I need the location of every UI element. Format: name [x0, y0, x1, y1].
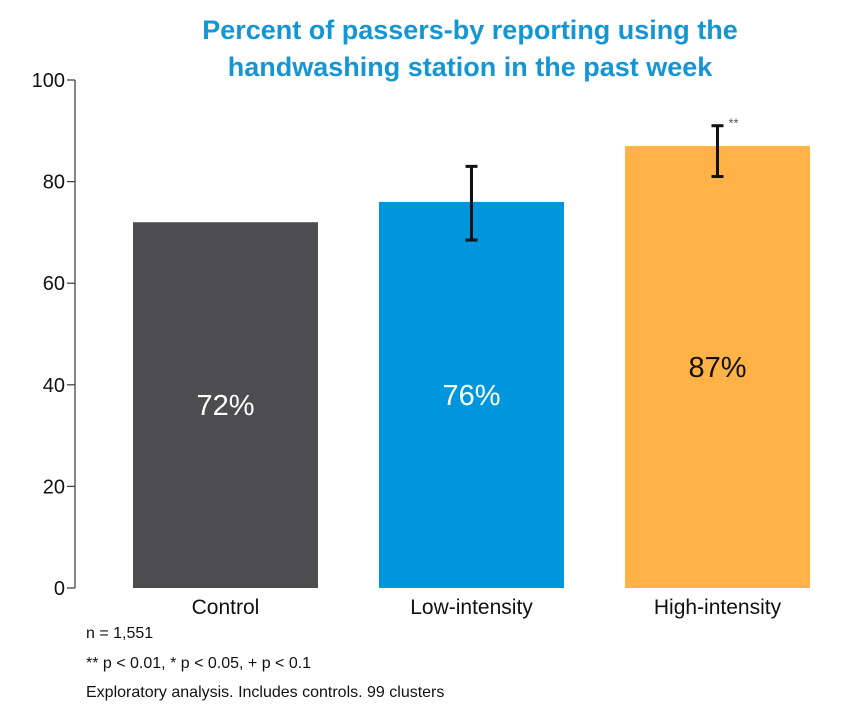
y-tick-label: 20 — [43, 476, 65, 498]
y-tick-label: 60 — [43, 273, 65, 295]
y-tick-label: 100 — [32, 70, 65, 92]
footnote-sample-size: n = 1,551 — [86, 625, 154, 642]
footnote-analysis-note: Exploratory analysis. Includes controls.… — [86, 684, 445, 701]
x-category-label: High-intensity — [654, 596, 782, 619]
x-axis-labels: Control Low-intensity High-intensity — [192, 596, 782, 619]
bar-value-label: 87% — [688, 352, 746, 384]
footnote-significance: ** p < 0.01, * p < 0.05, + p < 0.1 — [86, 655, 312, 672]
y-tick-label: 40 — [43, 375, 65, 397]
chart-title-line-2: handwashing station in the past week — [227, 52, 713, 82]
x-category-label: Low-intensity — [410, 596, 533, 619]
bar-value-label: 76% — [442, 380, 500, 412]
bar — [133, 222, 318, 589]
bar — [379, 201, 564, 589]
x-category-label: Control — [192, 596, 260, 619]
bars: 72% 76% 87% ** — [133, 116, 810, 589]
y-tick-label: 80 — [43, 172, 65, 194]
bar — [625, 146, 810, 589]
chart-title: Percent of passers-by reporting using th… — [60, 12, 845, 86]
y-tick-label: 0 — [54, 578, 65, 600]
chart-title-line-1: Percent of passers-by reporting using th… — [202, 15, 738, 45]
y-axis: 0 20 40 60 80 100 — [32, 70, 76, 600]
significance-marker: ** — [729, 116, 739, 131]
bar-value-label: 72% — [196, 390, 254, 422]
